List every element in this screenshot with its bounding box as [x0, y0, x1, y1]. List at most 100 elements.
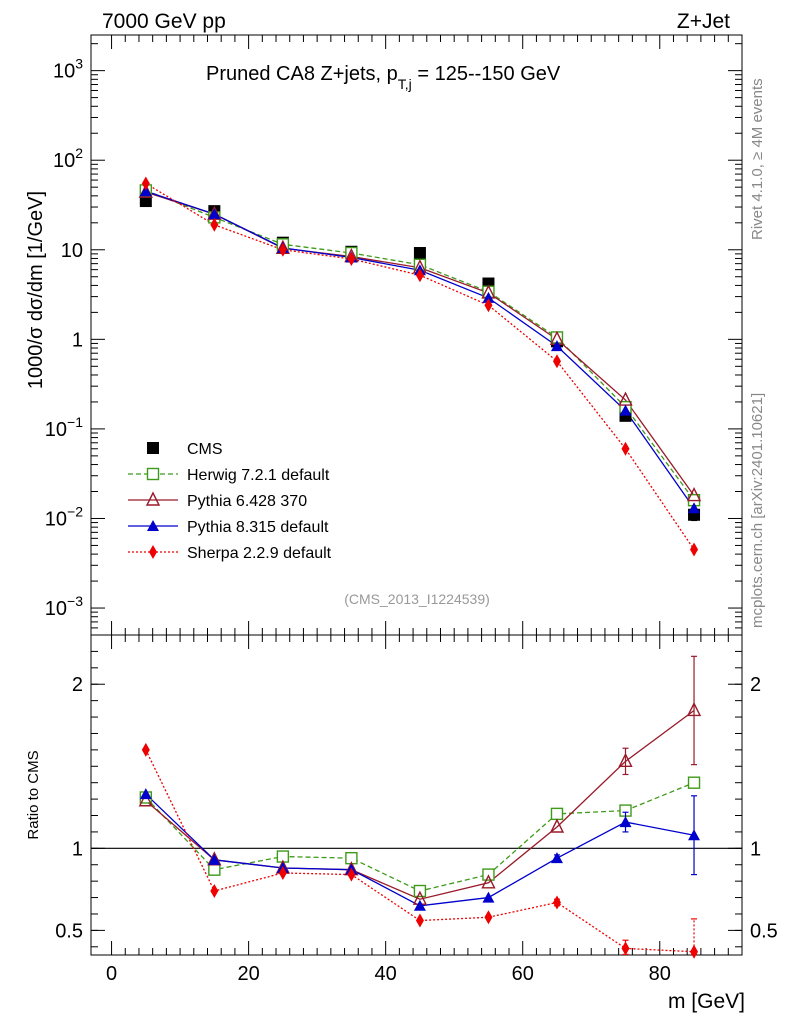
- ratio-panel-frame: [90, 634, 743, 956]
- main-y-tick-label: 1: [72, 329, 83, 351]
- legend-label: CMS: [187, 441, 223, 458]
- series-line-pythia-6-428-370: [145, 191, 695, 496]
- data-point: [619, 816, 632, 828]
- x-tick-label: 60: [512, 963, 534, 985]
- legend-item: Pythia 8.315 default: [128, 519, 329, 536]
- main-axis-ticks: 10−3 10−2 10−1 1 10 102 103: [45, 35, 742, 636]
- data-point: [415, 268, 424, 283]
- main-series: [138, 176, 702, 557]
- x-tick-label: 40: [375, 963, 397, 985]
- chart-title-sub: T,j: [398, 76, 412, 92]
- analysis-watermark: (CMS_2013_I1224539): [344, 591, 490, 607]
- data-point: [147, 520, 159, 531]
- data-point: [139, 788, 152, 800]
- legend-item: CMS: [147, 441, 223, 458]
- data-point: [687, 776, 701, 789]
- series-pythia-6-428-370: [138, 655, 702, 905]
- data-point: [550, 807, 564, 821]
- data-point: [482, 891, 495, 903]
- data-point: [149, 545, 157, 559]
- data-point: [619, 404, 632, 416]
- main-y-tick-label: 10−1: [45, 414, 83, 441]
- main-y-tick-label: 103: [53, 56, 83, 83]
- x-axis-label: m [GeV]: [668, 990, 745, 1013]
- data-point: [484, 298, 493, 313]
- main-y-tick-label: 102: [53, 145, 83, 172]
- data-point: [278, 865, 287, 880]
- series-pythia-8-315-default: [139, 185, 701, 514]
- series-line-herwig-7-2-1-default: [145, 782, 695, 892]
- data-point: [688, 502, 701, 514]
- series-sherpa-2-2-9-default: [141, 742, 699, 959]
- data-point: [208, 863, 221, 876]
- mcplots-label: mcplots.cern.ch [arXiv:2401.10621]: [749, 393, 766, 628]
- data-point: [210, 884, 219, 898]
- legend-item: Pythia 6.428 370: [128, 491, 307, 510]
- chart-title-tail: = 125--150 GeV: [412, 63, 561, 85]
- series-line-sherpa-2-2-9-default: [145, 749, 695, 953]
- data-point: [618, 752, 633, 768]
- data-point: [550, 852, 563, 864]
- data-point: [210, 217, 219, 232]
- data-point: [141, 742, 150, 757]
- x-tick-label: 20: [237, 963, 259, 985]
- data-point: [278, 242, 287, 257]
- data-point: [690, 944, 699, 959]
- data-point: [347, 251, 356, 266]
- main-y-tick-label: 10: [61, 240, 83, 262]
- series-line-pythia-8-315-default: [145, 190, 695, 509]
- chart-title-main: Pruned CA8 Z+jets, p: [206, 63, 398, 85]
- ratio-y-tick-label-right: 1: [750, 838, 761, 860]
- legend-item: Sherpa 2.2.9 default: [128, 545, 332, 562]
- data-point: [139, 185, 152, 197]
- data-point: [484, 910, 493, 925]
- main-y-axis-label: 1000/σ dσ/dm [1/GeV]: [25, 191, 47, 389]
- ratio-y-tick-label-right: 0.5: [750, 920, 778, 942]
- x-tick-label: 80: [649, 963, 671, 985]
- ratio-series: [138, 655, 702, 959]
- data-point: [139, 195, 152, 208]
- main-y-tick-label: 10−2: [45, 503, 83, 530]
- data-point: [618, 391, 633, 406]
- data-point: [686, 487, 702, 502]
- legend-label: Herwig 7.2.1 default: [187, 467, 330, 484]
- ratio-y-tick-label: 2: [72, 674, 83, 696]
- main-y-tick-label: 10−3: [45, 593, 83, 620]
- data-point: [147, 442, 159, 454]
- legend-item: Herwig 7.2.1 default: [128, 467, 330, 484]
- header-right: Z+Jet: [677, 10, 730, 33]
- series-pythia-8-315-default: [139, 788, 701, 911]
- data-point: [413, 247, 426, 260]
- data-point: [146, 467, 160, 481]
- series-herwig-7-2-1-default: [139, 776, 701, 898]
- legend: CMS Herwig 7.2.1 default Pythia 6.428 370 P…: [128, 441, 332, 562]
- data-point: [688, 829, 701, 841]
- series-sherpa-2-2-9-default: [141, 176, 699, 557]
- ratio-y-tick-label-right: 2: [750, 674, 761, 696]
- data-point: [481, 874, 496, 889]
- legend-label: Sherpa 2.2.9 default: [187, 545, 332, 562]
- rivet-label: Rivet 4.1.0, ≥ 4M events: [749, 78, 766, 240]
- series-line-pythia-6-428-370: [145, 709, 695, 900]
- data-point: [141, 176, 150, 191]
- series-herwig-7-2-1-default: [139, 184, 701, 507]
- data-point: [413, 899, 426, 911]
- data-point: [688, 508, 701, 521]
- ratio-y-axis-label: Ratio to CMS: [25, 750, 42, 839]
- series-pythia-6-428-370: [138, 183, 702, 502]
- data-point: [621, 441, 630, 456]
- ratio-y-tick-label: 0.5: [55, 920, 83, 942]
- x-tick-label: 0: [106, 963, 117, 985]
- ratio-axis-ticks: 0.5 0.51 12 20 20 40 60 80: [55, 635, 778, 985]
- chart-title: Pruned CA8 Z+jets, pT,j = 125--150 GeV: [206, 63, 561, 92]
- data-point: [347, 867, 356, 882]
- data-point: [415, 913, 424, 928]
- data-point: [549, 818, 565, 833]
- data-point: [145, 491, 161, 506]
- data-point: [686, 701, 702, 717]
- header-left: 7000 GeV pp: [102, 10, 226, 33]
- ratio-y-tick-label: 1: [72, 838, 83, 860]
- series-line-herwig-7-2-1-default: [145, 189, 695, 501]
- legend-label: Pythia 8.315 default: [187, 519, 329, 536]
